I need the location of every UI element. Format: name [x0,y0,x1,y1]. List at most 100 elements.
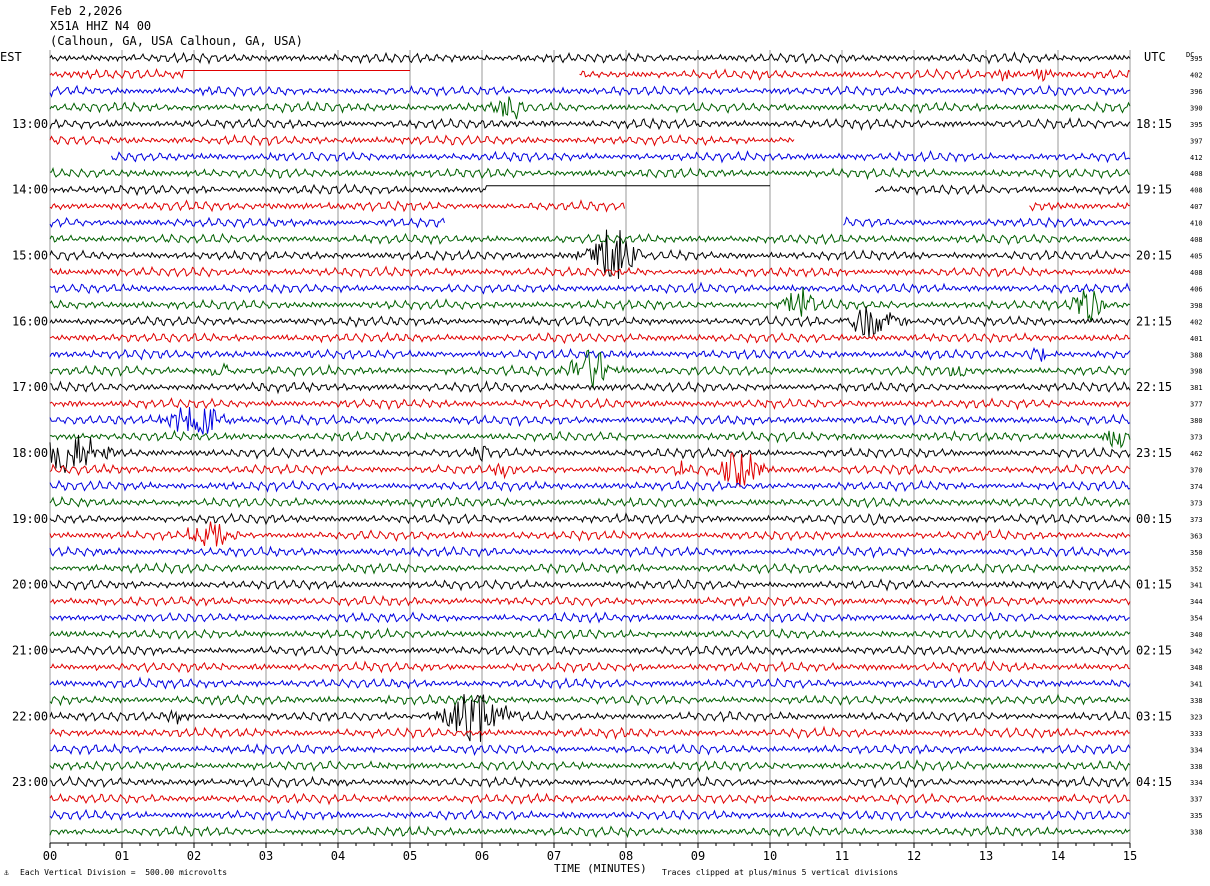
x-tick-label-01: 01 [115,849,129,863]
x-axis-title: TIME (MINUTES) [554,862,647,875]
dc-offset-label: 363 [1190,532,1203,540]
trace-row-13 [49,265,1131,279]
dc-offset-label: 401 [1190,335,1203,343]
trace-row-17 [49,331,1131,345]
left-hour-label: 17:00 [12,380,48,394]
right-utc-label: 18:15 [1136,117,1172,131]
footer-scale-note: Each Vertical Division = 500.00 microvol… [20,868,228,877]
x-tick-label-04: 04 [331,849,345,863]
grid-layer [49,50,1131,843]
dc-offset-label: 402 [1190,71,1203,79]
trace-row-2 [49,84,1131,98]
dc-offset-header: DC [1186,51,1194,59]
x-tick-label-02: 02 [187,849,201,863]
trace-layer [49,51,1131,839]
dc-offset-label: 333 [1190,730,1203,738]
x-tick-label-00: 00 [43,849,57,863]
x-tick-label-14: 14 [1051,849,1065,863]
x-tick-label-03: 03 [259,849,273,863]
left-hour-label: 13:00 [12,117,48,131]
trace-row-6 [111,149,1131,164]
trace-row-32 [49,578,1131,592]
dc-offset-label: 374 [1190,483,1203,491]
trace-row-38 [49,676,1131,690]
trace-row-7 [49,166,1131,181]
trace-row-5 [49,133,795,147]
left-hour-label: 20:00 [12,578,48,592]
dc-offset-label: 408 [1190,269,1203,277]
trace-row-1 [49,68,1131,82]
right-utc-label: 04:15 [1136,775,1172,789]
x-tick-label-09: 09 [691,849,705,863]
x-tick-label-06: 06 [475,849,489,863]
dc-offset-label: 380 [1190,417,1203,425]
trace-row-3 [49,96,1131,120]
dc-offset-label: 410 [1190,220,1203,228]
trace-row-8 [49,183,1131,197]
dc-offset-label: 408 [1190,236,1203,244]
dc-offset-label: 388 [1190,351,1203,359]
trace-row-20 [49,380,1131,395]
trace-row-44 [49,775,1131,789]
trace-row-41 [49,725,1131,740]
dc-offset-label: 342 [1190,648,1203,656]
trace-row-23 [49,429,1131,449]
dc-offset-label: 412 [1190,154,1203,162]
left-hour-label: 22:00 [12,709,48,723]
trace-row-31 [49,561,1131,575]
dc-offset-label: 462 [1190,450,1203,458]
station-id: X51A HHZ N4 00 [50,19,152,33]
dc-offset-label: 377 [1190,401,1203,409]
dc-offset-label: 402 [1190,318,1203,326]
dc-offset-label: 406 [1190,285,1203,293]
dc-offset-label: 323 [1190,713,1203,721]
dc-offset-label: 354 [1190,615,1203,623]
left-hour-label: 14:00 [12,183,48,197]
right-utc-label: 03:15 [1136,709,1172,723]
trace-row-43 [49,759,1131,773]
dc-offset-label: 381 [1190,384,1203,392]
dc-offset-label: 352 [1190,565,1203,573]
dc-offset-label: 408 [1190,170,1203,178]
dc-offset-label: 395 [1190,121,1203,129]
right-utc-label: 01:15 [1136,578,1172,592]
trace-row-27 [49,495,1131,509]
dc-offset-label: 373 [1190,434,1203,442]
x-tick-label-15: 15 [1123,849,1137,863]
trace-row-28 [49,512,1131,526]
left-hour-label: 16:00 [12,314,48,328]
x-tick-label-10: 10 [763,849,777,863]
trace-row-30 [49,545,1131,559]
left-hour-label: 18:00 [12,446,48,460]
dc-offset-label: 405 [1190,253,1203,261]
trace-row-45 [49,792,1131,806]
dc-offset-label: 408 [1190,187,1203,195]
trace-row-26 [49,479,1131,493]
x-tick-label-08: 08 [619,849,633,863]
dc-offset-label: 390 [1190,104,1203,112]
station-location: (Calhoun, GA, USA Calhoun, GA, USA) [50,34,303,48]
dc-offset-label: 338 [1190,697,1203,705]
trace-row-42 [49,743,1131,757]
x-tick-label-11: 11 [835,849,849,863]
dc-offset-label: 348 [1190,664,1203,672]
trace-row-29 [49,521,1131,547]
trace-row-37 [49,660,1131,674]
trace-row-39 [49,693,1131,707]
dc-offset-label: 396 [1190,88,1203,96]
right-utc-label: 19:15 [1136,183,1172,197]
trace-row-16 [49,306,1131,338]
footer-clip-note: Traces clipped at plus/minus 5 vertical … [662,868,899,877]
dc-offset-label: 344 [1190,598,1203,606]
trace-row-40 [49,694,1131,742]
left-timezone-label: EST [0,50,22,64]
dc-offset-label: 338 [1190,763,1203,771]
dc-offset-label: 407 [1190,203,1203,211]
trace-row-14 [49,281,1131,295]
dc-offset-label: 340 [1190,631,1203,639]
trace-row-24 [49,434,1131,473]
dc-offset-label: 370 [1190,467,1203,475]
trace-row-33 [49,594,1131,608]
x-tick-label-12: 12 [907,849,921,863]
